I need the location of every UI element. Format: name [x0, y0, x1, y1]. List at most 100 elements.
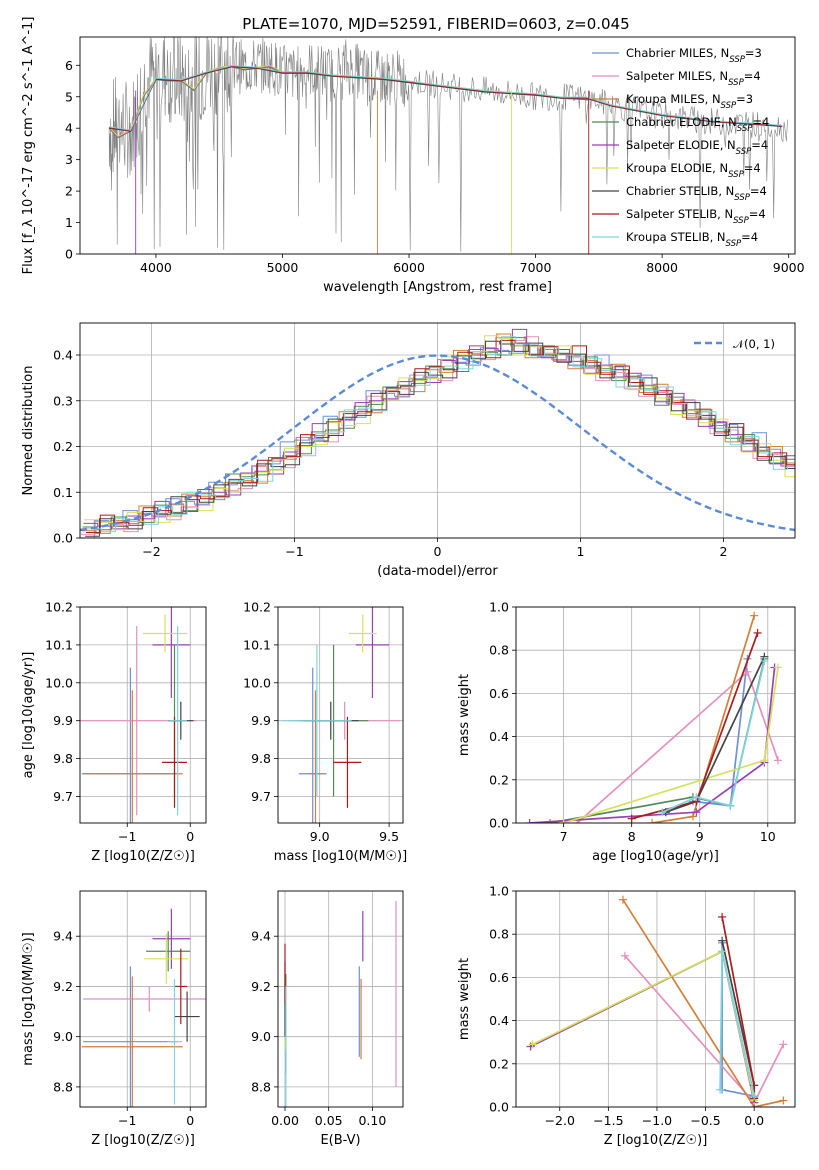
legend: Chabrier MILES, NSSP=3 Salpeter MILES, NS…: [592, 46, 769, 249]
x-axis-label: E(B-V): [320, 1133, 360, 1148]
x-tick-label: −1.0: [642, 1113, 672, 1128]
y-tick-label: 9.4: [53, 929, 73, 944]
y-tick-label: 0.2: [489, 772, 509, 787]
y-tick-label: 0.0: [53, 531, 73, 546]
x-axis-label: Z [log10(Z/Z☉)]: [91, 1133, 195, 1148]
y-tick-label: 9.4: [251, 929, 271, 944]
weight-marker-5-2: [773, 663, 782, 672]
x-tick-label: 7: [560, 829, 568, 844]
weight-marker-2-1: [688, 812, 697, 821]
y-tick-label: 3: [65, 152, 73, 167]
weight-marker-1-2: [773, 756, 782, 765]
legend-entry-6: Chabrier STELIB, NSSP=4: [626, 184, 767, 203]
plot-area: [526, 895, 788, 1107]
x-tick-label: −2: [142, 544, 160, 559]
model-line-6: [109, 66, 783, 132]
y-tick-label: 0.4: [489, 729, 509, 744]
weight-marker-4-0: [525, 819, 534, 823]
normal-curve: [80, 354, 795, 532]
weight-marker-7-2: [753, 628, 762, 637]
panel-massweight-vs-age: 7 8 9 10 0.0 0.2 0.4 0.6 0.8 1.0 age [log10(age/yr…: [457, 600, 796, 864]
axes-frame: [79, 890, 207, 1108]
weight-marker-8-1: [718, 947, 727, 956]
panel-age-vs-Z: −1 0 9.7 9.8 9.9 10.0 10.1 10.2 Z [log10(Z/Z☉)] a…: [21, 600, 207, 864]
x-axis-label: (data-model)/error: [377, 564, 498, 579]
weight-marker-8-2: [750, 1092, 759, 1101]
y-tick-label: 10.1: [243, 637, 271, 652]
x-tick-label: −0.5: [690, 1113, 720, 1128]
axes-frame: [515, 890, 796, 1108]
x-tick-label: −1.5: [593, 1113, 623, 1128]
panel-massweight-vs-Z: −2.0 −1.5 −1.0 −0.5 0.0 0.0 0.2 0.4 0.6 0.8 1.0 Z […: [457, 884, 796, 1148]
legend-entry-1: Salpeter MILES, NSSP=4: [626, 69, 761, 88]
x-tick-label: −1: [285, 544, 303, 559]
y-tick-label: 2: [65, 184, 73, 199]
weight-marker-6-0: [718, 936, 727, 945]
panel-age-vs-mass: 9.0 9.5 9.7 9.8 9.9 10.0 10.1 10.2 mass [log10(M…: [243, 600, 407, 865]
histogram-0: [80, 344, 795, 538]
legend-entry-5: Kroupa ELODIE, NSSP=4: [626, 161, 761, 180]
y-axis-label: age [log10(age/yr)]: [21, 652, 36, 779]
y-tick-label: 9.9: [251, 713, 271, 728]
y-tick-label: 9.8: [251, 751, 271, 766]
y-tick-label: 0.4: [489, 1013, 509, 1028]
y-tick-label: 9.8: [53, 751, 73, 766]
x-tick-label: 9000: [773, 260, 805, 275]
model-line-8: [109, 65, 783, 131]
weight-marker-1-0: [620, 951, 629, 960]
y-tick-label: 10.0: [243, 675, 271, 690]
y-tick-label: 10.2: [243, 600, 271, 615]
plot-area: [525, 611, 782, 823]
histogram-5: [84, 335, 795, 531]
axes-frame: [79, 606, 207, 824]
model-line-7: [109, 65, 783, 132]
axes-frame: [277, 606, 404, 824]
y-tick-label: 10.0: [45, 675, 73, 690]
y-tick-label: 6: [65, 58, 73, 73]
y-tick-label: 8.8: [53, 1079, 73, 1094]
weight-line-7: [631, 632, 759, 820]
y-tick-label: 1.0: [489, 884, 509, 899]
x-tick-label: 4000: [140, 260, 172, 275]
y-tick-label: 0.8: [489, 927, 509, 942]
plot-area: [80, 328, 795, 538]
figure-title: PLATE=1070, MJD=52591, FIBERID=0603, z=0…: [242, 15, 629, 33]
legend-entry-normal: 𝒩(0, 1): [733, 337, 775, 351]
weight-line-4: [529, 667, 776, 823]
legend-entry-7: Salpeter STELIB, NSSP=4: [626, 207, 766, 226]
weight-marker-7-0: [627, 814, 636, 823]
y-tick-label: 0: [65, 247, 73, 262]
x-tick-label: −2.0: [545, 1113, 575, 1128]
weight-marker-7-0: [718, 912, 727, 921]
y-tick-label: 0.8: [489, 643, 509, 658]
x-tick-label: 0: [434, 544, 442, 559]
legend-entry-0: Chabrier MILES, NSSP=3: [626, 46, 762, 65]
y-tick-label: 9.7: [53, 789, 73, 804]
x-tick-label: 9.5: [379, 829, 399, 844]
y-tick-label: 0.0: [489, 816, 509, 831]
weight-marker-8-0: [658, 808, 667, 817]
weight-line-2: [622, 899, 784, 1107]
weight-marker-5-0: [559, 819, 568, 823]
y-tick-label: 9.0: [53, 1029, 73, 1044]
y-axis-label: Flux [f_λ 10^-17 erg cm^-2 s^-1 A^-1]: [21, 17, 36, 275]
y-tick-label: 0.6: [489, 686, 509, 701]
x-tick-label: 10: [760, 829, 776, 844]
x-tick-label: 1: [577, 544, 585, 559]
axes-frame: [79, 36, 796, 255]
weight-marker-5-1: [760, 756, 769, 765]
axes-frame: [515, 606, 796, 824]
y-axis-label: mass weight: [457, 958, 472, 1040]
weight-marker-2-0: [618, 895, 627, 904]
x-tick-label: 0.05: [315, 1113, 343, 1128]
weight-line-8: [661, 660, 766, 813]
histogram-3: [82, 337, 795, 531]
y-tick-label: 4: [65, 121, 73, 136]
weight-marker-3-0: [546, 819, 555, 823]
y-tick-label: 0.6: [489, 970, 509, 985]
weight-marker-8-0: [716, 1085, 725, 1094]
weight-marker-8-3: [760, 657, 769, 665]
y-tick-label: 0.0: [489, 1100, 509, 1115]
y-tick-label: 1.0: [489, 600, 509, 615]
x-axis-label: mass [log10(M/M☉)]: [274, 849, 407, 864]
